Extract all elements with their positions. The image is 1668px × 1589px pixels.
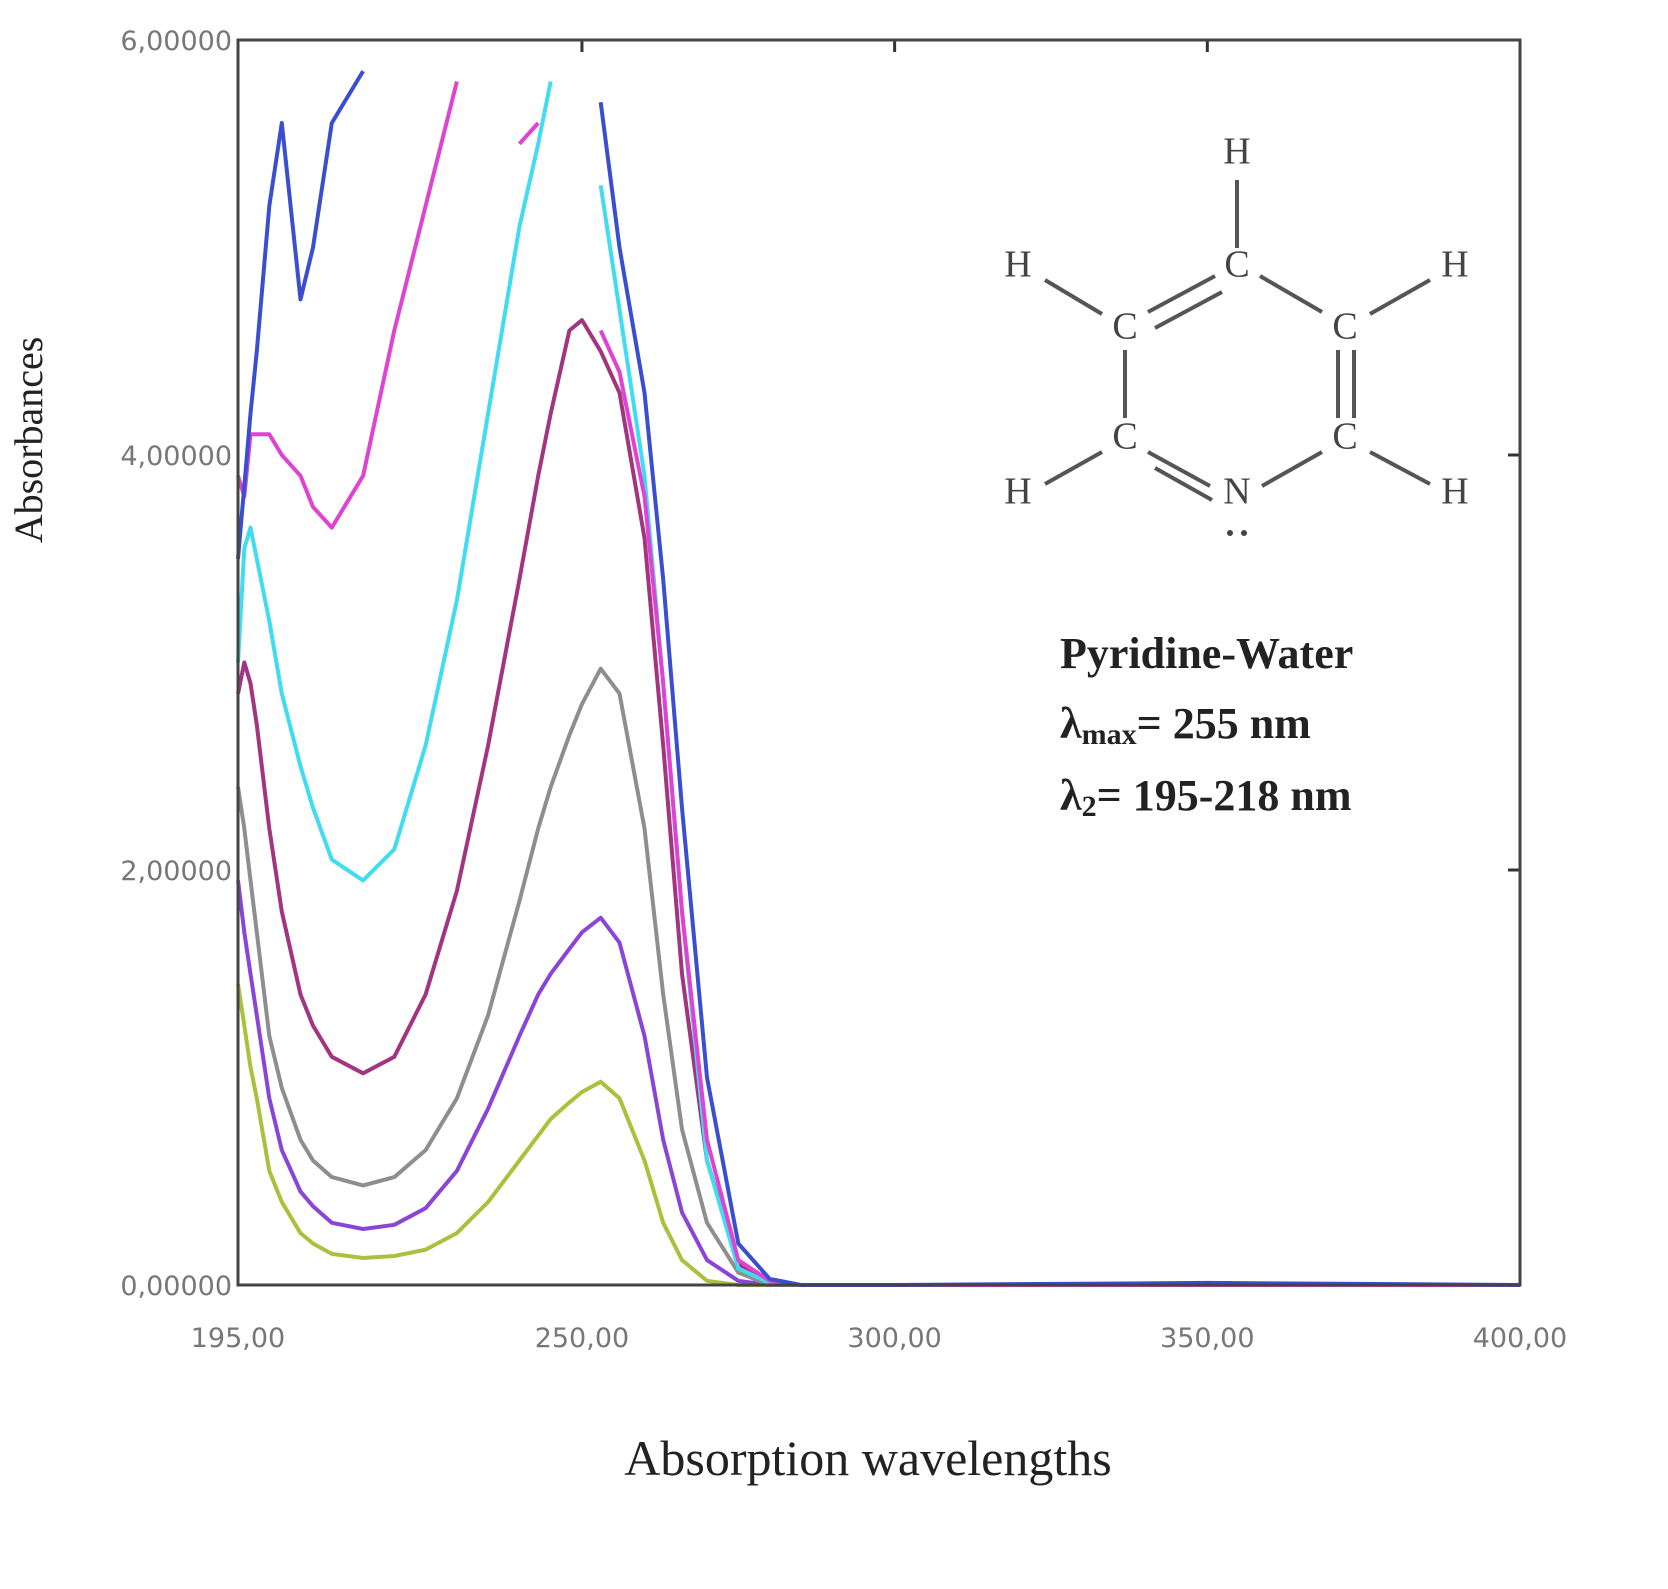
series-line — [236, 70, 1521, 1287]
x-tick-label: 350,00 — [1160, 1323, 1254, 1354]
series-line — [236, 880, 1520, 1287]
lone-pair — [1227, 530, 1233, 536]
atom-label: C — [1332, 306, 1357, 348]
annotation: = 255 nm — [1137, 699, 1311, 748]
molecule-bonds — [1043, 180, 1431, 502]
series-line — [236, 983, 1520, 1287]
y-tick-label: 2,00000 — [120, 856, 232, 887]
x-axis-label: Absorption wavelengths — [624, 1430, 1111, 1486]
annotation: = 195-218 nm — [1097, 771, 1352, 820]
atom-label: C — [1112, 416, 1137, 458]
atom-label: H — [1004, 471, 1031, 513]
y-axis-label: Absorbances — [6, 337, 51, 544]
atom-label: C — [1112, 306, 1137, 348]
atom-label: H — [1441, 244, 1468, 286]
atom-label: H — [1004, 244, 1031, 286]
annotation: λ2= 195-218 nm — [1060, 771, 1351, 823]
annotation: λmax= 255 nm — [1060, 699, 1311, 751]
atom-label: H — [1223, 131, 1250, 173]
atom-label: C — [1332, 416, 1357, 458]
atom-label: H — [1441, 471, 1468, 513]
x-tick-label: 300,00 — [847, 1323, 941, 1354]
atom-label: N — [1223, 471, 1250, 513]
lone-pair — [1241, 530, 1247, 536]
series-line — [236, 81, 1520, 1287]
annotation: Pyridine-Water — [1060, 629, 1353, 678]
atom-label: C — [1224, 244, 1249, 286]
annotation: λ — [1060, 771, 1082, 820]
x-tick-label: 195,00 — [191, 1323, 285, 1354]
x-tick-label: 400,00 — [1473, 1323, 1567, 1354]
annotation: 2 — [1082, 790, 1097, 823]
series-line — [236, 666, 1520, 1287]
annotation: max — [1082, 718, 1137, 751]
annotation: λ — [1060, 699, 1082, 748]
y-tick-label: 6,00000 — [120, 26, 232, 57]
y-tick-label: 4,00000 — [120, 441, 232, 472]
x-tick-label: 250,00 — [535, 1323, 629, 1354]
y-tick-label: 0,00000 — [120, 1271, 232, 1302]
plot-frame — [236, 38, 1522, 1287]
series-line — [236, 81, 1520, 1287]
